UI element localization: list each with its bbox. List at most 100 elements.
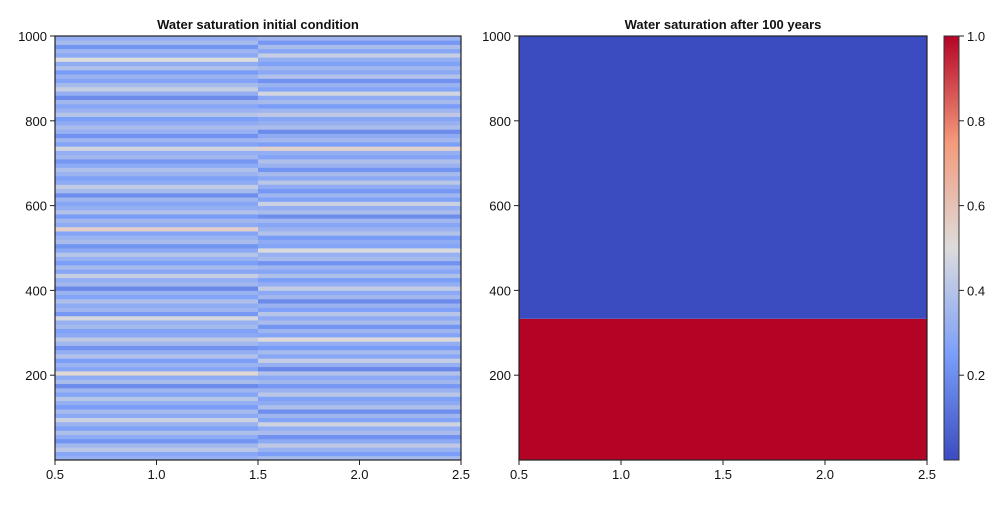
heatmap-cell [55, 311, 258, 317]
heatmap-cell [55, 392, 258, 397]
colorbar-tick-label: 0.4 [967, 283, 985, 298]
heatmap-cell [258, 417, 461, 423]
left-xtick-label: 1.5 [249, 467, 267, 482]
heatmap-cell [55, 307, 258, 312]
heatmap-cell [55, 248, 258, 253]
heatmap-cell [55, 158, 258, 164]
heatmap-cell [55, 434, 258, 440]
heatmap-cell [258, 396, 461, 402]
heatmap-cell [55, 95, 258, 100]
heatmap-cell [258, 413, 461, 418]
heatmap-cell [258, 239, 461, 245]
left-xtick-label: 2.0 [350, 467, 368, 482]
heatmap-cell [258, 150, 461, 156]
heatmap-cell [55, 315, 258, 321]
right-xtick-label: 2.5 [918, 467, 936, 482]
heatmap-cell [55, 349, 258, 355]
heatmap-cell [55, 438, 258, 444]
heatmap-cell [55, 294, 258, 300]
heatmap-cell [55, 375, 258, 380]
heatmap-cell [55, 286, 258, 291]
heatmap-cell [258, 264, 461, 270]
heatmap-cell [258, 197, 461, 202]
heatmap-cell [258, 426, 461, 431]
heatmap-cell [258, 36, 461, 41]
heatmap-cell [55, 192, 258, 198]
heatmap-cell [258, 214, 461, 219]
heatmap-cell [258, 383, 461, 389]
heatmap-cell [258, 108, 461, 113]
heatmap-cell [55, 44, 258, 50]
heatmap-cell [258, 298, 461, 304]
heatmap-cell [55, 370, 258, 376]
heatmap-cell [258, 447, 461, 452]
heatmap-cell [55, 103, 258, 109]
heatmap-cell [55, 36, 258, 41]
left-ytick-label: 1000 [18, 29, 47, 44]
heatmap-cell [55, 417, 258, 423]
heatmap-cell [55, 337, 258, 342]
heatmap-cell [258, 434, 461, 440]
heatmap-cell [55, 400, 258, 406]
heatmap-cell [55, 256, 258, 262]
heatmap-cell [258, 74, 461, 79]
heatmap-cell [55, 86, 258, 92]
heatmap-cell [55, 324, 258, 329]
heatmap-region [519, 318, 927, 460]
heatmap-cell [258, 52, 461, 58]
heatmap-cell [258, 48, 461, 54]
heatmap-cell [258, 354, 461, 359]
heatmap-cell [258, 286, 461, 291]
heatmap-cell [55, 171, 258, 177]
heatmap-cell [258, 86, 461, 92]
heatmap-cell [55, 180, 258, 185]
heatmap-cell [258, 235, 461, 240]
heatmap-cell [55, 455, 258, 461]
heatmap-cell [55, 332, 258, 338]
right-xtick-label: 0.5 [510, 467, 528, 482]
right-ytick-label: 400 [489, 283, 511, 298]
heatmap-cell [55, 65, 258, 71]
heatmap-cell [55, 264, 258, 270]
heatmap-cell [55, 252, 258, 257]
right-xtick-label: 2.0 [816, 467, 834, 482]
heatmap-cell [55, 231, 258, 236]
heatmap-cell [258, 129, 461, 134]
heatmap-cell [258, 269, 461, 274]
heatmap-cell [55, 120, 258, 126]
heatmap-cell [258, 404, 461, 410]
heatmap-cell [258, 387, 461, 393]
heatmap-cell [55, 184, 258, 190]
heatmap-cell [55, 303, 258, 308]
heatmap-cell [55, 421, 258, 427]
heatmap-cell [55, 290, 258, 296]
heatmap-cell [55, 328, 258, 334]
heatmap-cell [55, 366, 258, 372]
heatmap-cell [55, 137, 258, 143]
heatmap-cell [55, 320, 258, 325]
heatmap-cell [258, 337, 461, 342]
heatmap-cell [258, 226, 461, 232]
left-heatmap: 0.5 1.0 1.5 2.0 2.5 200 400 600 800 1000 [18, 29, 470, 482]
heatmap-cell [55, 163, 258, 168]
heatmap-cell [258, 400, 461, 406]
heatmap-cell [55, 201, 258, 206]
heatmap-cell [258, 307, 461, 312]
heatmap-cell [55, 142, 258, 147]
right-plot-title: Water saturation after 100 years [625, 17, 822, 32]
heatmap-cell [55, 209, 258, 215]
heatmap-cell [258, 409, 461, 414]
heatmap-cell [258, 40, 461, 45]
heatmap-cell [258, 188, 461, 194]
heatmap-cell [258, 345, 461, 351]
heatmap-cell [55, 409, 258, 414]
heatmap-cell [55, 345, 258, 351]
heatmap-cell [55, 273, 258, 279]
heatmap-cell [55, 383, 258, 389]
heatmap-cell [55, 48, 258, 54]
heatmap-cell [258, 158, 461, 164]
heatmap-cell [258, 303, 461, 308]
heatmap-cell [258, 184, 461, 190]
heatmap-cell [55, 175, 258, 181]
